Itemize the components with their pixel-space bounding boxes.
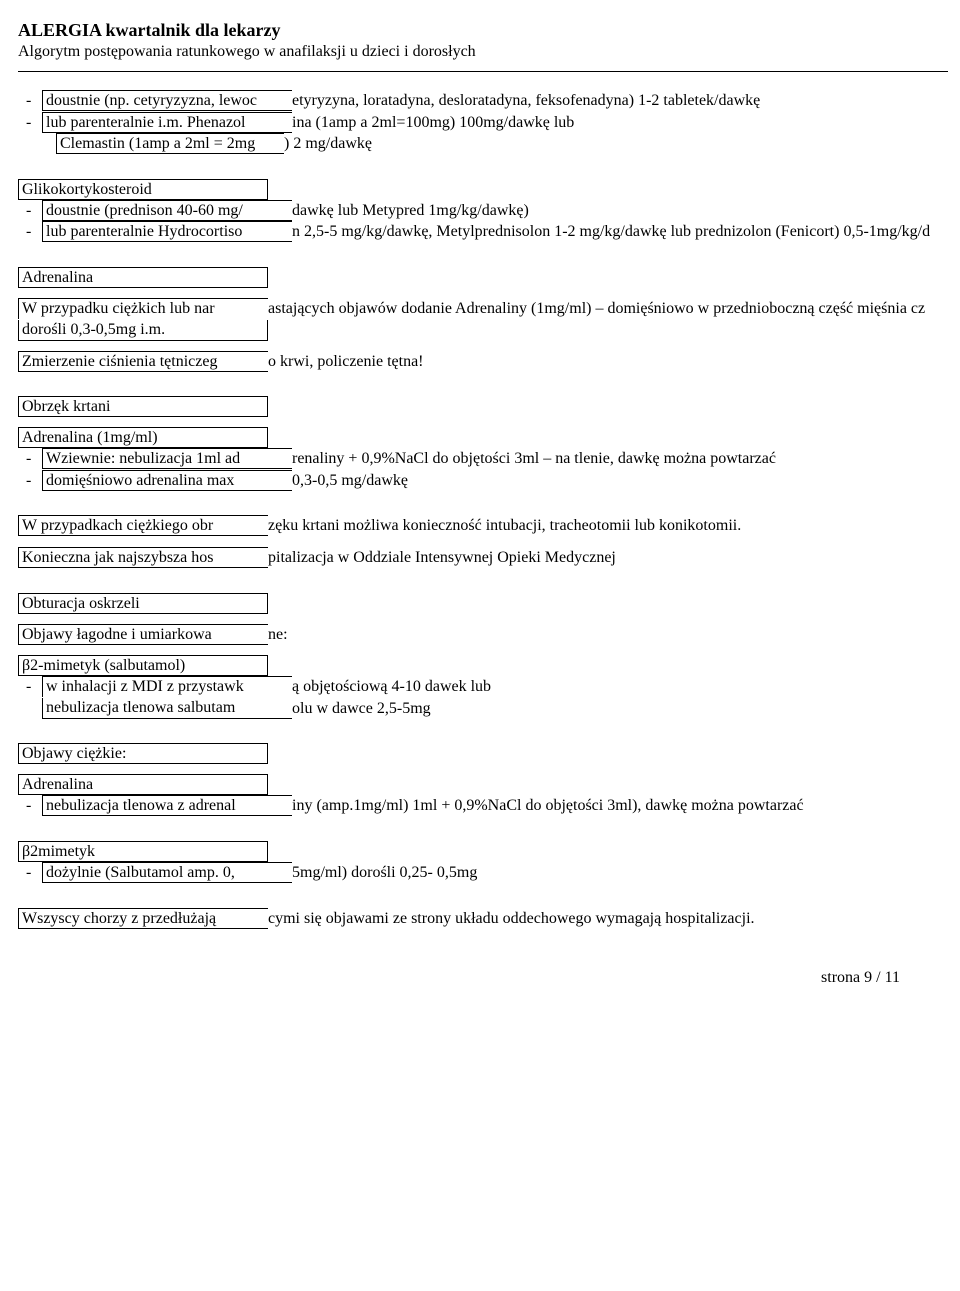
overflow-text: etyryzyna, loratadyna, desloratadyna, fe… bbox=[292, 90, 760, 112]
overflow-text: 5mg/ml) dorośli 0,25- 0,5mg bbox=[292, 862, 477, 884]
bullet-row: - lub parenteralnie i.m. Phenazolina (1a… bbox=[18, 112, 960, 134]
divider bbox=[18, 71, 948, 72]
b2mimetyk2-block: β2mimetyk - dożylnie (Salbutamol amp. 0,… bbox=[18, 841, 960, 884]
section-label: Obturacja oskrzeli bbox=[18, 593, 268, 614]
wszyscy-block: Wszyscy chorzy z przedłużającymi się obj… bbox=[18, 908, 960, 930]
label-row: Obturacja oskrzeli bbox=[18, 593, 960, 614]
bullet-icon: - bbox=[18, 862, 42, 884]
bullet-icon: - bbox=[18, 470, 42, 492]
bullet-row: - dożylnie (Salbutamol amp. 0,5mg/ml) do… bbox=[18, 862, 960, 884]
overflow-text: ) 2 mg/dawkę bbox=[284, 133, 372, 155]
overflow-text: ą objętościową 4-10 dawek lub bbox=[292, 676, 491, 698]
overflow-text: dawkę lub Metypred 1mg/kg/dawkę) bbox=[292, 200, 529, 222]
text-row: Zmierzenie ciśnienia tętniczego krwi, po… bbox=[18, 351, 960, 373]
boxed-text: dożylnie (Salbutamol amp. 0, bbox=[42, 862, 292, 883]
article-subtitle: Algorytm postępowania ratunkowego w anaf… bbox=[18, 43, 960, 61]
obturacja-block: Obturacja oskrzeli Objawy łagodne i umia… bbox=[18, 593, 960, 720]
text-row: Konieczna jak najszybsza hospitalizacja … bbox=[18, 547, 960, 569]
bullet-icon: - bbox=[18, 795, 42, 817]
indent-row: nebulizacja tlenowa salbutamolu w dawce … bbox=[18, 698, 960, 720]
bullet-row: - Wziewnie: nebulizacja 1ml adrenaliny +… bbox=[18, 448, 960, 470]
overflow-text: astających objawów dodanie Adrenaliny (1… bbox=[268, 298, 925, 320]
boxed-text: doustnie (np. cetyryzyzna, lewoc bbox=[42, 90, 292, 111]
section-label: Objawy ciężkie: bbox=[18, 743, 268, 764]
boxed-text: w inhalacji z MDI z przystawk bbox=[42, 676, 292, 697]
section-label: β2mimetyk bbox=[18, 841, 268, 862]
label-row: Adrenalina bbox=[18, 774, 960, 795]
gliko-block: Glikokortykosteroid - doustnie (predniso… bbox=[18, 179, 960, 243]
content: - doustnie (np. cetyryzyzna, lewocetyryz… bbox=[18, 90, 960, 929]
obrzek-block: Obrzęk krtani Adrenalina (1mg/ml) - Wzie… bbox=[18, 396, 960, 491]
bullet-row: - nebulizacja tlenowa z adrenaliny (amp.… bbox=[18, 795, 960, 817]
label-row: β2mimetyk bbox=[18, 841, 960, 862]
antihistamines-block: - doustnie (np. cetyryzyzna, lewocetyryz… bbox=[18, 90, 960, 155]
label-row: Adrenalina (1mg/ml) bbox=[18, 427, 960, 448]
section-label: Glikokortykosteroid bbox=[18, 179, 268, 200]
boxed-text: Konieczna jak najszybsza hos bbox=[18, 547, 268, 568]
boxed-text: domięśniowo adrenalina max bbox=[42, 470, 292, 491]
page-footer: strona 9 / 11 bbox=[18, 969, 960, 987]
label-row: Objawy łagodne i umiarkowane: bbox=[18, 624, 960, 646]
bullet-row: - w inhalacji z MDI z przystawką objętoś… bbox=[18, 676, 960, 698]
overflow-text: ne: bbox=[268, 624, 288, 646]
section-label: β2-mimetyk (salbutamol) bbox=[18, 655, 268, 676]
section-label: Adrenalina (1mg/ml) bbox=[18, 427, 268, 448]
overflow-text: renaliny + 0,9%NaCl do objętości 3ml – n… bbox=[292, 448, 776, 470]
boxed-text: doustnie (prednison 40-60 mg/ bbox=[42, 200, 292, 221]
bullet-icon: - bbox=[18, 200, 42, 222]
label-row: Glikokortykosteroid bbox=[18, 179, 960, 200]
spacer bbox=[18, 698, 42, 720]
bullet-icon: - bbox=[18, 90, 42, 112]
overflow-text: cymi się objawami ze strony układu oddec… bbox=[268, 908, 755, 930]
bullet-row: - doustnie (prednison 40-60 mg/dawkę lub… bbox=[18, 200, 960, 222]
label-row: Adrenalina bbox=[18, 267, 960, 288]
bullet-row: - doustnie (np. cetyryzyzna, lewocetyryz… bbox=[18, 90, 960, 112]
text-row: W przypadkach ciężkiego obrzęku krtani m… bbox=[18, 515, 960, 537]
bullet-icon: - bbox=[18, 676, 42, 698]
indent-row: Clemastin (1amp a 2ml = 2mg) 2 mg/dawkę bbox=[18, 133, 960, 155]
overflow-text: 0,3-0,5 mg/dawkę bbox=[292, 470, 408, 492]
boxed-text: Objawy łagodne i umiarkowa bbox=[18, 624, 268, 645]
bullet-icon: - bbox=[18, 448, 42, 470]
text-row: W przypadku ciężkich lub narastających o… bbox=[18, 298, 960, 320]
overflow-text: zęku krtani możliwa konieczność intubacj… bbox=[268, 515, 741, 537]
boxed-text: lub parenteralnie i.m. Phenazol bbox=[42, 112, 292, 133]
overflow-text: n 2,5-5 mg/kg/dawkę, Metylprednisolon 1-… bbox=[292, 221, 930, 243]
overflow-text: olu w dawce 2,5-5mg bbox=[292, 698, 431, 720]
boxed-text: Clemastin (1amp a 2ml = 2mg bbox=[56, 133, 284, 154]
section-label: Adrenalina bbox=[18, 267, 268, 288]
boxed-text: nebulizacja tlenowa z adrenal bbox=[42, 795, 292, 816]
label-row: Objawy ciężkie: bbox=[18, 743, 960, 764]
section-label: Obrzęk krtani bbox=[18, 396, 268, 417]
label-row: β2-mimetyk (salbutamol) bbox=[18, 655, 960, 676]
overflow-text: pitalizacja w Oddziale Intensywnej Opiek… bbox=[268, 547, 616, 569]
boxed-text: W przypadku ciężkich lub nar bbox=[18, 298, 268, 319]
boxed-text: dorośli 0,3-0,5mg i.m. bbox=[18, 320, 268, 341]
boxed-text: lub parenteralnie Hydrocortiso bbox=[42, 221, 292, 242]
boxed-text: W przypadkach ciężkiego obr bbox=[18, 515, 268, 536]
text-row: Wszyscy chorzy z przedłużającymi się obj… bbox=[18, 908, 960, 930]
boxed-text: Wziewnie: nebulizacja 1ml ad bbox=[42, 448, 292, 469]
label-row: Obrzęk krtani bbox=[18, 396, 960, 417]
ciezki-obrzek-block: W przypadkach ciężkiego obrzęku krtani m… bbox=[18, 515, 960, 568]
journal-title: ALERGIA kwartalnik dla lekarzy bbox=[18, 20, 960, 41]
section-label: Adrenalina bbox=[18, 774, 268, 795]
bullet-icon: - bbox=[18, 112, 42, 134]
overflow-text: ina (1amp a 2ml=100mg) 100mg/dawkę lub bbox=[292, 112, 574, 134]
bullet-row: - lub parenteralnie Hydrocortison 2,5-5 … bbox=[18, 221, 960, 243]
text-row: dorośli 0,3-0,5mg i.m. bbox=[18, 320, 960, 341]
boxed-text: nebulizacja tlenowa salbutam bbox=[42, 698, 292, 719]
overflow-text: iny (amp.1mg/ml) 1ml + 0,9%NaCl do objęt… bbox=[292, 795, 804, 817]
ciezkie-block: Objawy ciężkie: Adrenalina - nebulizacja… bbox=[18, 743, 960, 817]
boxed-text: Zmierzenie ciśnienia tętniczeg bbox=[18, 351, 268, 372]
boxed-text: Wszyscy chorzy z przedłużają bbox=[18, 908, 268, 929]
bullet-icon: - bbox=[18, 221, 42, 243]
bullet-row: - domięśniowo adrenalina max 0,3-0,5 mg/… bbox=[18, 470, 960, 492]
header: ALERGIA kwartalnik dla lekarzy Algorytm … bbox=[18, 20, 960, 61]
adrenalina-block: Adrenalina W przypadku ciężkich lub nara… bbox=[18, 267, 960, 372]
overflow-text: o krwi, policzenie tętna! bbox=[268, 351, 424, 373]
